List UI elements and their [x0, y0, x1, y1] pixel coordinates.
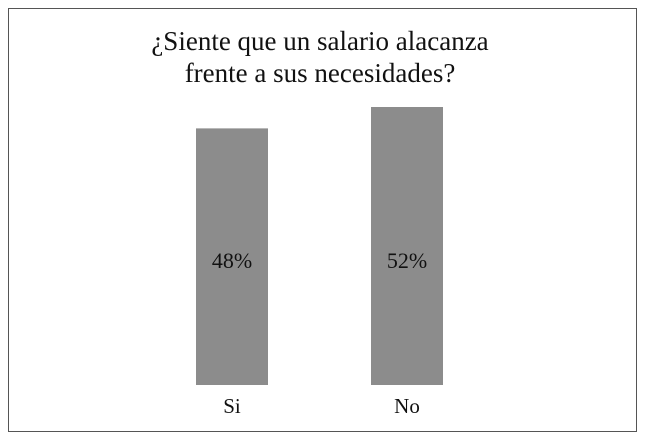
- data-label: 52%: [387, 248, 427, 273]
- bar: [196, 128, 268, 385]
- x-tick-label: No: [394, 394, 420, 418]
- chart-frame: [8, 8, 637, 432]
- x-tick-label: Si: [223, 394, 241, 418]
- data-label: 48%: [212, 248, 252, 273]
- bar: [371, 107, 443, 385]
- chart-title: ¿Siente que un salario alacanza: [151, 26, 488, 56]
- chart-title: frente a sus necesidades?: [185, 58, 456, 88]
